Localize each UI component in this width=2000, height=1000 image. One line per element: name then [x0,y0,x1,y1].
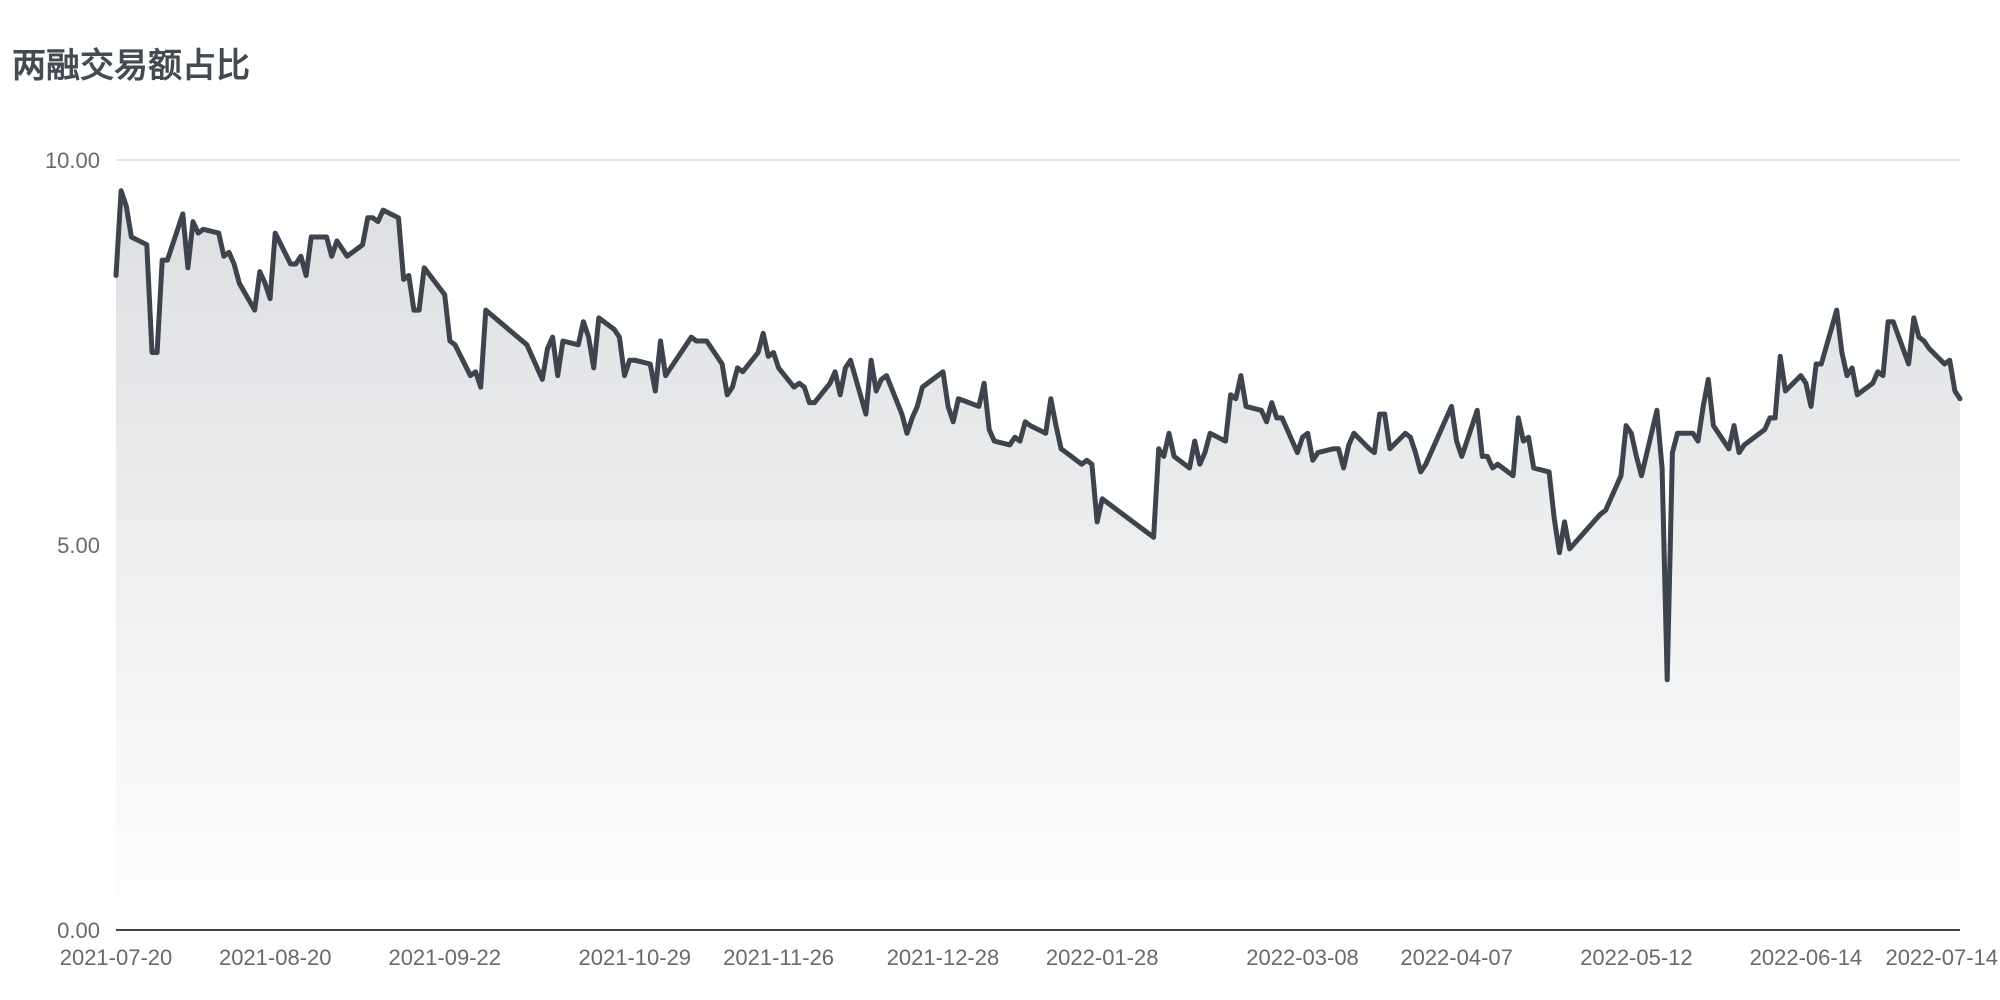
x-tick-label: 2022-04-07 [1400,945,1513,970]
x-tick-label: 2021-09-22 [388,945,501,970]
x-tick-label: 2022-07-14 [1885,945,1998,970]
x-tick-label: 2021-12-28 [887,945,1000,970]
x-tick-label: 2022-05-12 [1580,945,1693,970]
x-tick-label: 2021-11-26 [723,945,834,970]
x-tick-label: 2021-08-20 [219,945,332,970]
chart-title: 两融交易额占比 [12,46,250,86]
series-line [113,188,1963,683]
y-tick-label: 10.00 [45,148,100,173]
area-layer [116,190,1960,931]
x-tick-label: 2021-07-20 [60,945,173,970]
y-tick-label: 5.00 [57,533,100,558]
x-tick-label: 2022-03-08 [1246,945,1359,970]
x-tick-label: 2021-10-29 [579,945,692,970]
y-tick-label: 0.00 [57,918,100,943]
line-layer [113,188,1963,683]
series-area [116,190,1960,931]
x-tick-label: 2022-01-28 [1046,945,1159,970]
x-tick-label: 2022-06-14 [1750,945,1863,970]
axis-layer: 0.00 5.00 10.00 2021-07-20 2021-08-20 2021-09… [45,148,1998,970]
